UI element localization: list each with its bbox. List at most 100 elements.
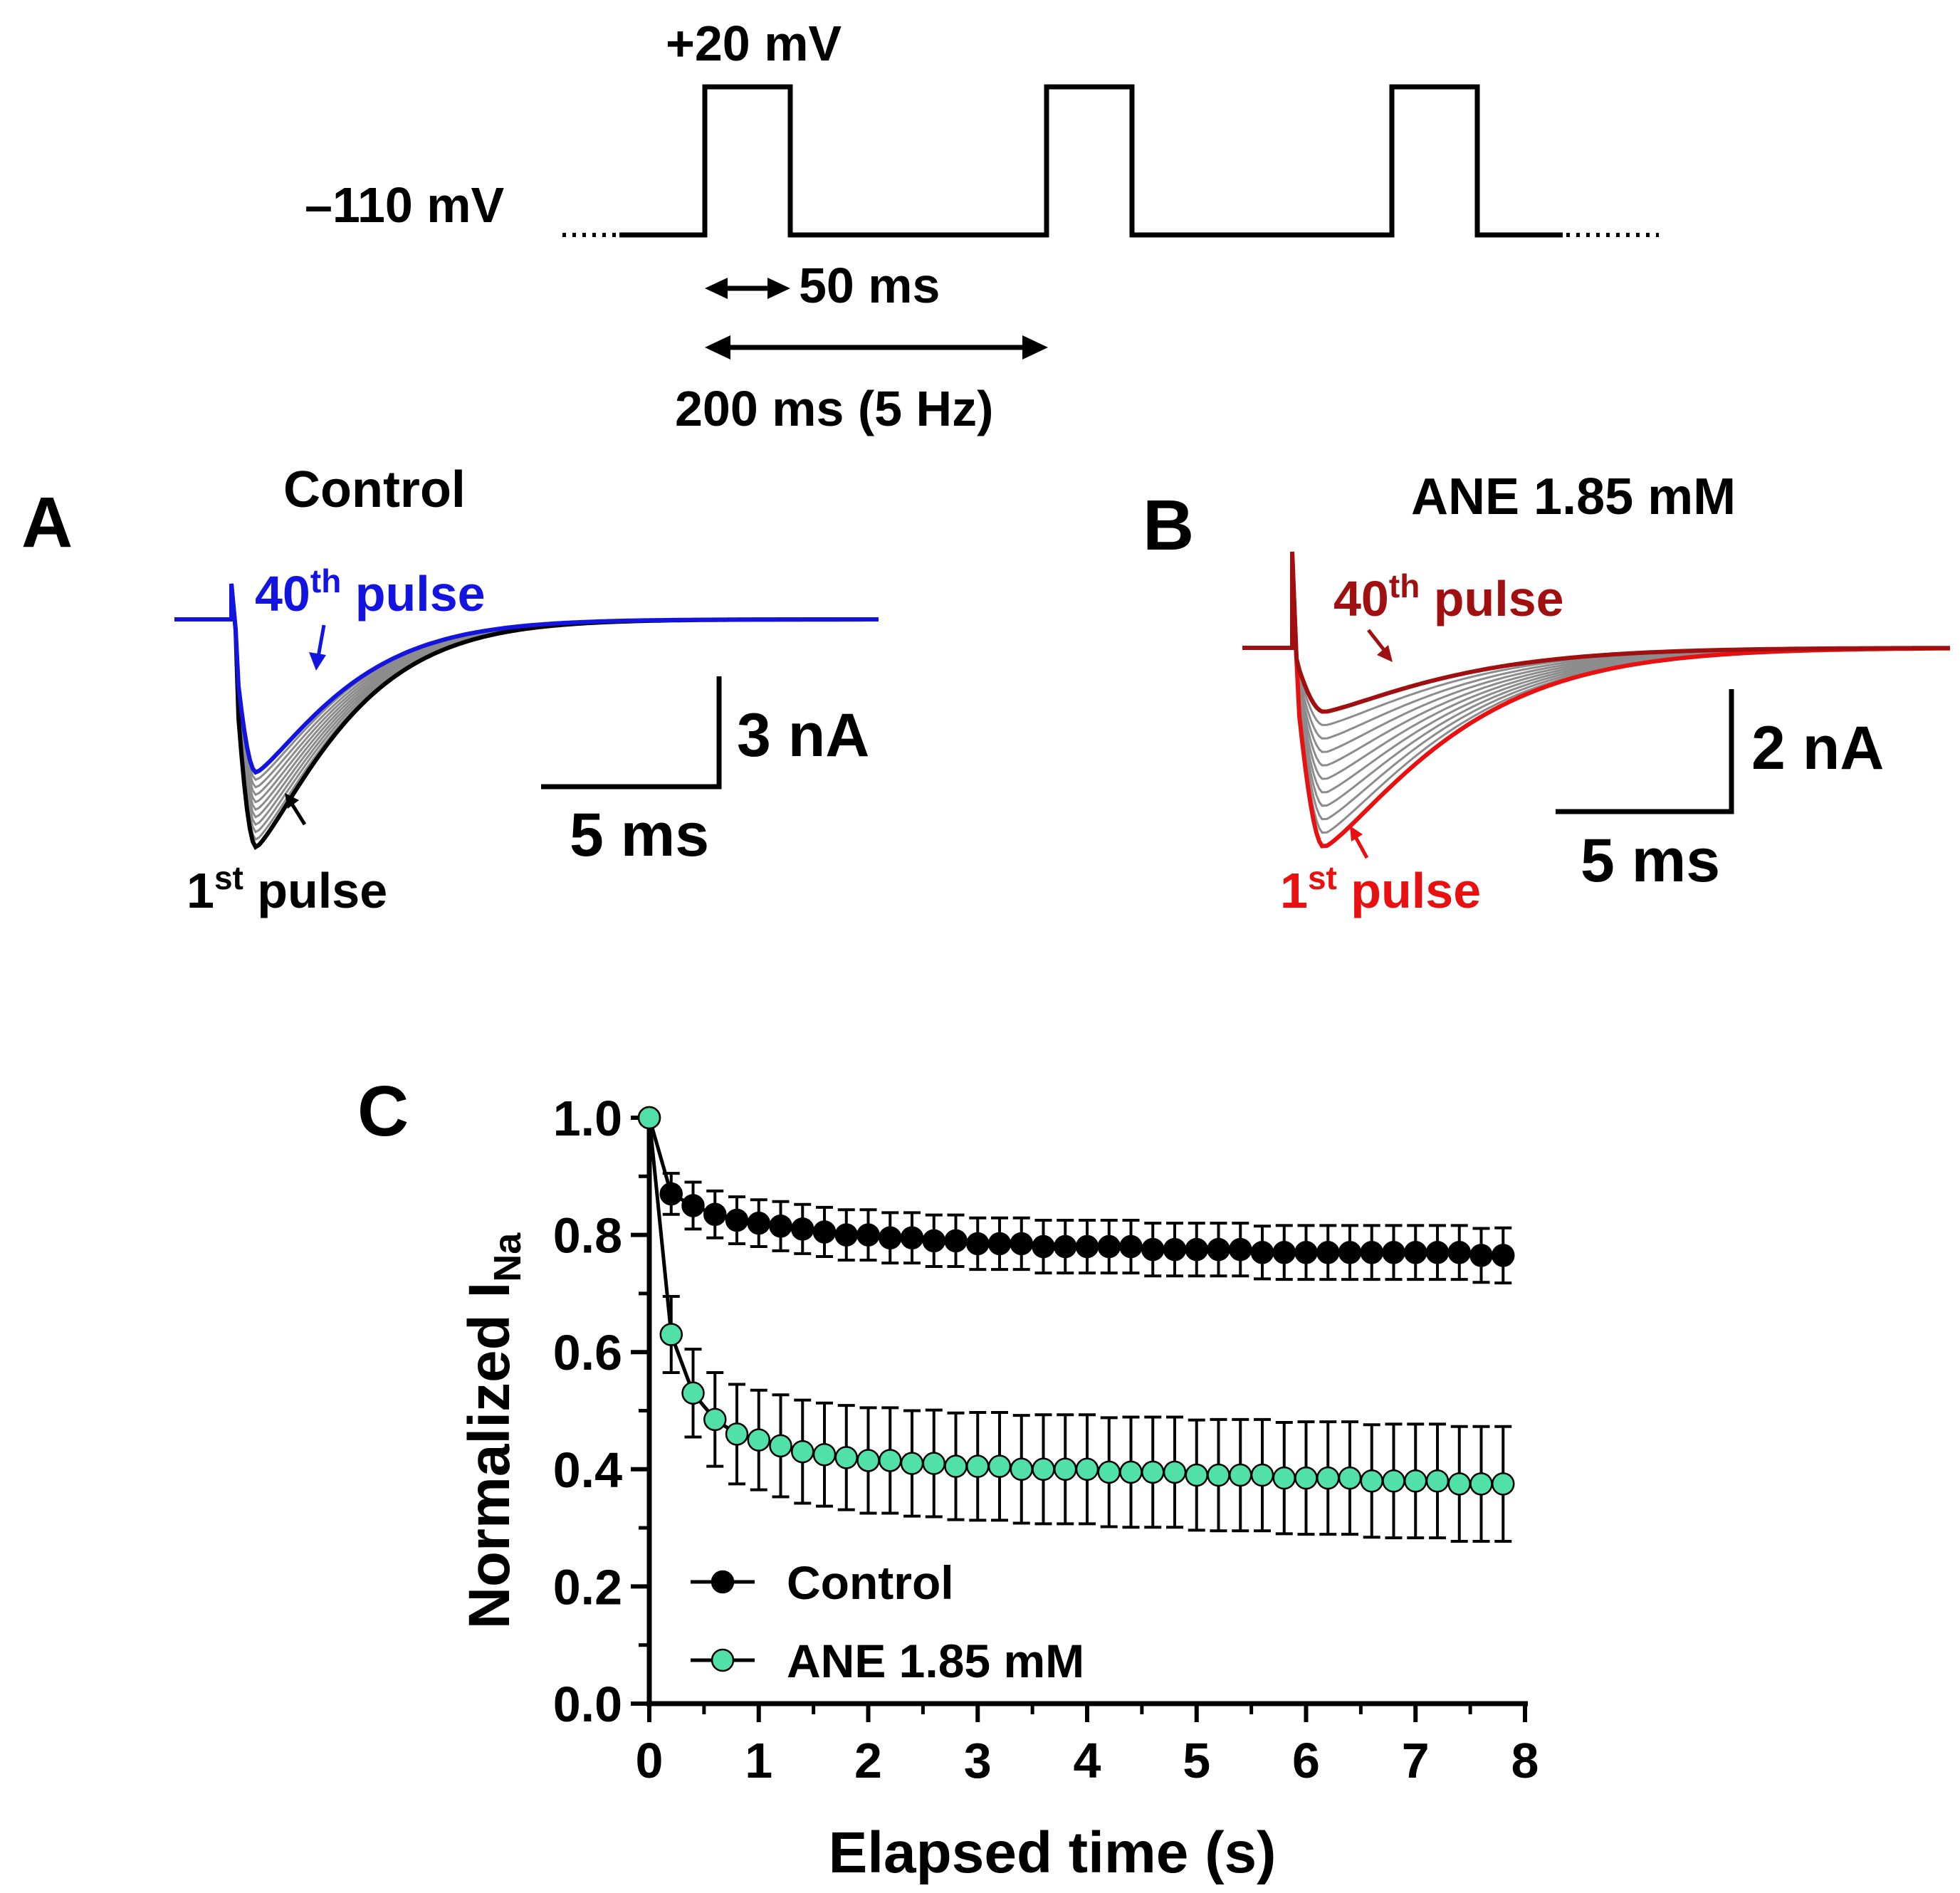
data-point: [856, 1223, 880, 1247]
panel-c: C 0 1 2 3 4 5 6 7 8 0.0 0.2 0.4 0.6 0.8 1.0 Elapsed ti…: [357, 1071, 1539, 1885]
data-point: [1054, 1234, 1077, 1259]
data-point: [1119, 1234, 1143, 1259]
data-point: [1097, 1460, 1121, 1484]
pointer-arrowhead-icon: [309, 652, 326, 671]
data-point: [987, 1232, 1012, 1256]
scale-time-label: 5 ms: [570, 801, 709, 869]
legend-label: ANE 1.85 mM: [787, 1635, 1084, 1687]
data-point: [1229, 1237, 1252, 1262]
scale-time-label: 5 ms: [1581, 827, 1720, 895]
series-line: [647, 1117, 1504, 1486]
data-point: [1447, 1241, 1471, 1264]
y-axis-label: Normalized INa: [457, 1232, 529, 1630]
pulse-40-word: pulse: [341, 566, 485, 622]
x-tick-label: 3: [964, 1733, 992, 1788]
data-point: [944, 1454, 968, 1478]
data-point: [1382, 1241, 1405, 1264]
data-point: [1185, 1463, 1208, 1487]
series-ane: [637, 1106, 1515, 1543]
x-tick-label: 7: [1402, 1733, 1430, 1788]
data-point: [1207, 1237, 1230, 1262]
data-point: [812, 1220, 837, 1244]
pulse-1-pointer: [288, 800, 307, 826]
data-point: [791, 1217, 814, 1241]
pulse-1-word: pulse: [243, 863, 387, 918]
x-tick-label: 4: [1074, 1733, 1101, 1788]
data-point: [681, 1194, 705, 1217]
chart-series: [637, 1106, 1515, 1543]
x-tick-label: 8: [1511, 1733, 1539, 1788]
data-point: [1360, 1241, 1383, 1264]
arrowhead-right-icon: [767, 278, 790, 299]
legend-label: Control: [787, 1556, 954, 1609]
y-tick-label: 0.0: [553, 1677, 622, 1732]
data-point: [1185, 1237, 1208, 1262]
legend-marker: [711, 1648, 735, 1672]
data-point: [1141, 1460, 1165, 1484]
arrowhead-left-icon: [705, 335, 730, 360]
data-point: [1272, 1241, 1296, 1264]
data-point: [966, 1232, 990, 1256]
pulse-1-word: pulse: [1337, 863, 1481, 918]
y-tick-label: 0.2: [553, 1559, 622, 1615]
pulse-40-number: 40: [255, 566, 310, 622]
pulse-1-label: 1st pulse: [1280, 859, 1481, 918]
panel-c-letter: C: [357, 1071, 409, 1151]
data-point: [1294, 1241, 1318, 1264]
data-point: [1338, 1241, 1362, 1264]
x-tick-label: 6: [1292, 1733, 1320, 1788]
data-point: [725, 1208, 749, 1232]
data-point: [1316, 1241, 1340, 1264]
y-tick-label: 0.4: [553, 1442, 622, 1498]
x-tick-label: 5: [1183, 1733, 1210, 1788]
x-tick-label: 1: [745, 1733, 772, 1788]
data-point: [900, 1226, 924, 1249]
data-point: [1141, 1237, 1165, 1262]
data-point: [1119, 1460, 1143, 1484]
protocol-waveform: [619, 84, 1563, 238]
y-tick-label: 0.8: [553, 1208, 622, 1264]
legend-marker: [711, 1570, 735, 1594]
data-point: [1032, 1457, 1055, 1482]
test-potential-label: +20 mV: [666, 16, 842, 71]
pulse-1-number: 1: [1280, 863, 1308, 918]
data-point: [987, 1454, 1012, 1478]
pointer-arrowhead-icon: [1350, 826, 1363, 841]
data-point: [1054, 1457, 1077, 1482]
data-point: [1492, 1472, 1515, 1496]
data-point: [1382, 1469, 1405, 1493]
data-point: [812, 1442, 837, 1467]
pulse-40-label: 40th pulse: [255, 562, 486, 622]
data-point: [1032, 1234, 1055, 1259]
fortieth-pulse-trace: [1242, 551, 1950, 714]
pulse-40-number: 40: [1333, 571, 1389, 626]
arrowhead-right-icon: [1022, 335, 1048, 360]
data-point: [1075, 1457, 1099, 1482]
panel-b-traces: [1242, 551, 1950, 849]
data-point: [659, 1182, 683, 1206]
scale-current-label: 3 nA: [737, 701, 869, 770]
panel-a-traces: [174, 583, 879, 850]
pulse-1-number: 1: [187, 863, 214, 918]
panel-b-letter: B: [1143, 486, 1194, 565]
x-tick-label: 0: [636, 1733, 664, 1788]
arrowhead-left-icon: [705, 278, 728, 299]
data-point: [1360, 1469, 1383, 1493]
data-point: [725, 1422, 749, 1446]
panel-b-title: ANE 1.85 mM: [1411, 468, 1736, 525]
y-tick-label: 0.6: [553, 1325, 622, 1380]
data-point: [1250, 1463, 1274, 1487]
data-point: [834, 1223, 858, 1247]
data-point: [1404, 1241, 1427, 1264]
data-point: [703, 1407, 727, 1432]
data-point: [1469, 1472, 1493, 1496]
pulse-interval-label: 200 ms (5 Hz): [675, 381, 993, 436]
data-point: [1316, 1466, 1340, 1490]
pulse-40-word: pulse: [1420, 571, 1563, 626]
pointer-arrowhead-icon: [285, 793, 299, 809]
data-point: [1075, 1234, 1099, 1259]
pulse-40-superscript: th: [1389, 567, 1420, 604]
pulse-1-label: 1st pulse: [187, 859, 387, 918]
panel-a-title: Control: [283, 461, 466, 518]
y-tick-label: 1.0: [553, 1091, 622, 1146]
